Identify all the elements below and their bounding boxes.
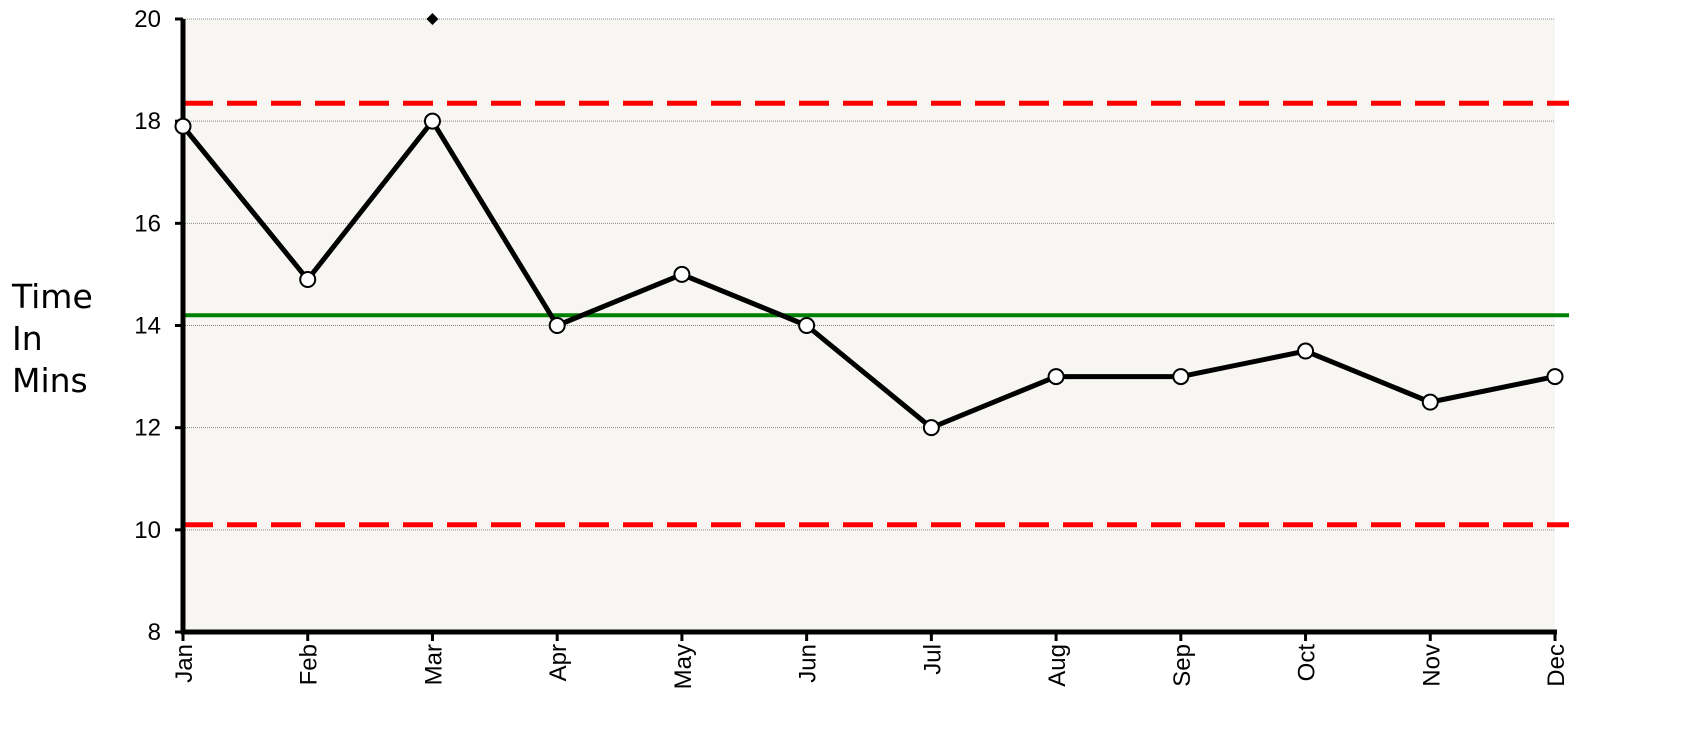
y-tick-label: 16 [134,210,161,237]
point-marker [798,317,816,334]
y-tick-label: 20 [134,6,161,33]
point-marker [299,271,317,289]
x-tick-label: Sep [1169,644,1196,687]
point-marker [1297,342,1315,360]
x-tick-label: Dec [1543,644,1570,687]
x-tick-label: Nov [1418,644,1445,687]
y-tick-label: 14 [134,313,161,340]
y-tick-label: 18 [134,108,161,135]
x-tick-label: Apr [545,644,572,681]
y-axis-label: Time In Mins [12,277,93,400]
point-marker [1421,393,1439,411]
point-marker [922,419,940,437]
point-marker [423,112,441,130]
x-tick-label: Aug [1044,644,1071,687]
x-tick-label: Jun [795,644,822,683]
point-marker [1546,368,1564,386]
y-tick-label: 8 [148,619,161,646]
x-tick-label: Mar [420,644,447,685]
x-tick-label: Oct [1294,644,1321,682]
x-tick-label: Feb [296,644,323,685]
y-tick-label: 10 [134,517,161,544]
x-tick-label: Jul [919,644,946,675]
series-line [181,118,1556,431]
diamond-marker [426,13,439,25]
point-marker [1047,368,1065,386]
point-marker [174,117,192,135]
point-marker [1172,368,1190,386]
point-marker [673,265,691,283]
x-tick-label: May [670,644,697,689]
y-tick-label: 12 [134,415,161,442]
x-tick-label: Jan [171,644,198,683]
point-marker [548,317,566,334]
